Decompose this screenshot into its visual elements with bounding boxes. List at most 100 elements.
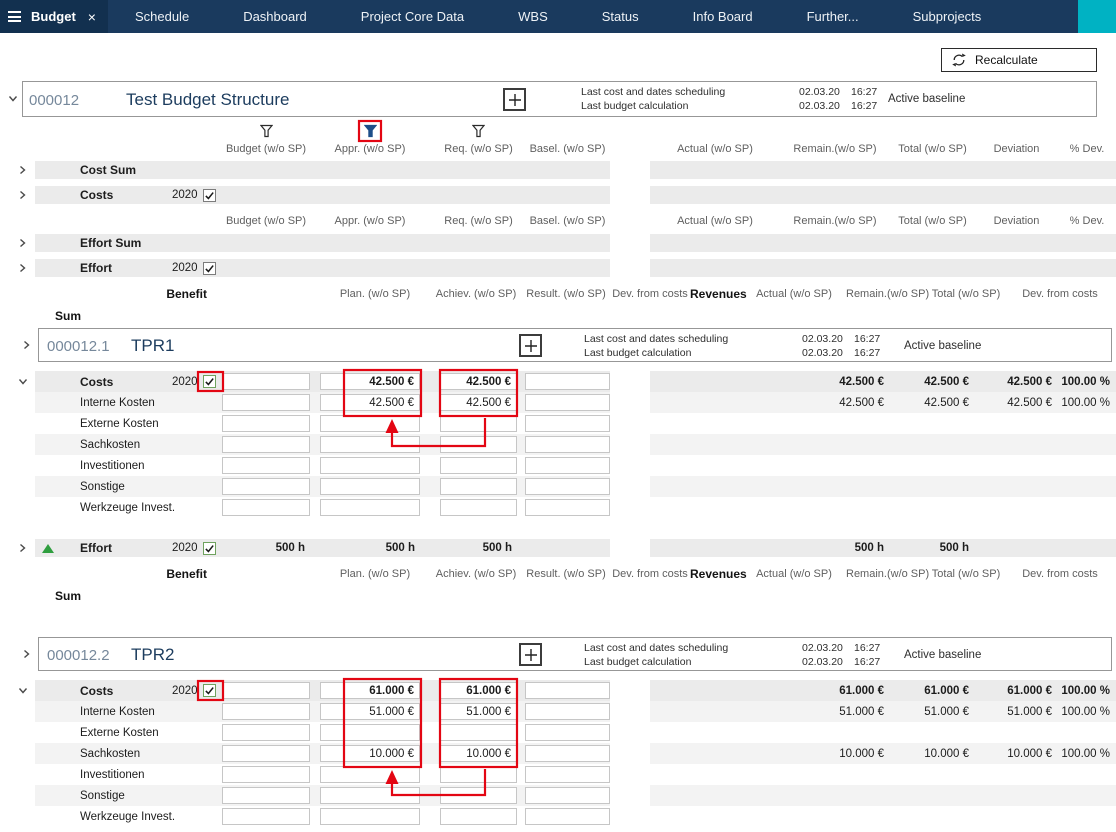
expand-chevron-icon[interactable]	[18, 190, 27, 200]
budget-cell[interactable]	[222, 682, 310, 699]
req-cell[interactable]	[440, 415, 517, 432]
req-cell[interactable]	[440, 499, 517, 516]
recalculate-button[interactable]: Recalculate	[941, 48, 1097, 72]
add-button[interactable]	[503, 88, 526, 111]
tab-further[interactable]: Further...	[806, 9, 859, 24]
tab-subprojects[interactable]: Subprojects	[912, 9, 982, 24]
row-label: Effort Sum	[80, 236, 142, 250]
req-cell[interactable]	[440, 457, 517, 474]
collapse-chevron-icon[interactable]	[18, 377, 28, 386]
expand-chevron-icon[interactable]	[18, 543, 27, 553]
budget-cell[interactable]	[222, 766, 310, 783]
basel-cell[interactable]	[525, 787, 610, 804]
appr-cell[interactable]: 42.500 €	[320, 394, 420, 411]
appr-filter-icon-active[interactable]	[363, 124, 377, 138]
pct-dev-value: 100.00 %	[1061, 396, 1110, 409]
collapse-chevron-icon[interactable]	[8, 94, 18, 103]
appr-cell[interactable]	[320, 415, 420, 432]
budget-cell[interactable]	[222, 373, 310, 390]
basel-cell[interactable]	[525, 415, 610, 432]
req-cell[interactable]: 42.500 €	[440, 373, 517, 390]
col-appr: Appr. (w/o SP)	[334, 214, 406, 227]
budget-cell[interactable]	[222, 415, 310, 432]
appr-cell[interactable]: 51.000 €	[320, 703, 420, 720]
tab-status[interactable]: Status	[601, 9, 639, 24]
req-cell[interactable]: 42.500 €	[440, 394, 517, 411]
col-pct-dev: % Dev.	[1069, 142, 1105, 155]
basel-cell[interactable]	[525, 394, 610, 411]
appr-cell[interactable]	[320, 808, 420, 825]
add-button[interactable]	[519, 334, 542, 357]
basel-cell[interactable]	[525, 724, 610, 741]
req-cell[interactable]	[440, 436, 517, 453]
budget-cell[interactable]	[222, 808, 310, 825]
appr-cell[interactable]: 42.500 €	[320, 373, 420, 390]
req-cell[interactable]: 51.000 €	[440, 703, 517, 720]
req-cell[interactable]	[440, 766, 517, 783]
budget-cell[interactable]	[222, 436, 310, 453]
budget-cell[interactable]	[222, 703, 310, 720]
teal-corner-button[interactable]	[1078, 0, 1116, 33]
budget-cell[interactable]	[222, 478, 310, 495]
budget-cell[interactable]	[222, 499, 310, 516]
appr-cell[interactable]: 61.000 €	[320, 682, 420, 699]
tab-budget-active[interactable]: Budget ×	[0, 0, 108, 33]
calculation-label: Last budget calculation	[584, 656, 692, 668]
budget-cell[interactable]	[222, 724, 310, 741]
req-cell[interactable]	[440, 724, 517, 741]
tab-info-board[interactable]: Info Board	[692, 9, 753, 24]
expand-chevron-icon[interactable]	[22, 649, 31, 659]
hamburger-menu-icon[interactable]	[8, 11, 21, 22]
tab-project-core-data[interactable]: Project Core Data	[360, 9, 465, 24]
add-button[interactable]	[519, 643, 542, 666]
appr-cell[interactable]	[320, 436, 420, 453]
budget-cell[interactable]	[222, 745, 310, 762]
req-cell[interactable]: 61.000 €	[440, 682, 517, 699]
expand-chevron-icon[interactable]	[18, 238, 27, 248]
active-baseline-label: Active baseline	[904, 649, 982, 661]
req-cell[interactable]: 10.000 €	[440, 745, 517, 762]
cost-category-row: Externe Kosten	[0, 722, 1116, 743]
appr-cell[interactable]: 10.000 €	[320, 745, 420, 762]
close-tab-icon[interactable]: ×	[87, 8, 96, 25]
tab-dashboard[interactable]: Dashboard	[243, 9, 307, 24]
check-icon	[205, 264, 214, 273]
req-cell[interactable]	[440, 808, 517, 825]
basel-cell[interactable]	[525, 373, 610, 390]
req-cell[interactable]	[440, 787, 517, 804]
expand-chevron-icon[interactable]	[18, 165, 27, 175]
approved-checkbox[interactable]	[203, 541, 216, 555]
basel-cell[interactable]	[525, 766, 610, 783]
appr-cell[interactable]	[320, 787, 420, 804]
expand-chevron-icon[interactable]	[18, 263, 27, 273]
budget-cell[interactable]	[222, 457, 310, 474]
approved-checkbox[interactable]	[203, 684, 216, 697]
appr-cell[interactable]	[320, 724, 420, 741]
budget-filter-icon[interactable]	[259, 124, 273, 138]
collapse-chevron-icon[interactable]	[18, 686, 28, 695]
approved-checkbox[interactable]	[203, 188, 216, 202]
budget-cell[interactable]	[222, 787, 310, 804]
req-cell[interactable]	[440, 478, 517, 495]
filter-icon-row	[0, 122, 1116, 140]
appr-cell[interactable]	[320, 457, 420, 474]
basel-cell[interactable]	[525, 499, 610, 516]
expand-chevron-icon[interactable]	[22, 340, 31, 350]
basel-cell[interactable]	[525, 808, 610, 825]
basel-cell[interactable]	[525, 703, 610, 720]
category-label: Sonstige	[80, 789, 125, 802]
appr-cell[interactable]	[320, 499, 420, 516]
basel-cell[interactable]	[525, 478, 610, 495]
budget-cell[interactable]	[222, 394, 310, 411]
tab-wbs[interactable]: WBS	[518, 9, 548, 24]
approved-checkbox[interactable]	[203, 261, 216, 275]
approved-checkbox[interactable]	[203, 375, 216, 388]
basel-cell[interactable]	[525, 457, 610, 474]
tab-schedule[interactable]: Schedule	[134, 9, 190, 24]
basel-cell[interactable]	[525, 436, 610, 453]
req-filter-icon[interactable]	[472, 124, 485, 138]
appr-cell[interactable]	[320, 478, 420, 495]
appr-cell[interactable]	[320, 766, 420, 783]
basel-cell[interactable]	[525, 745, 610, 762]
basel-cell[interactable]	[525, 682, 610, 699]
